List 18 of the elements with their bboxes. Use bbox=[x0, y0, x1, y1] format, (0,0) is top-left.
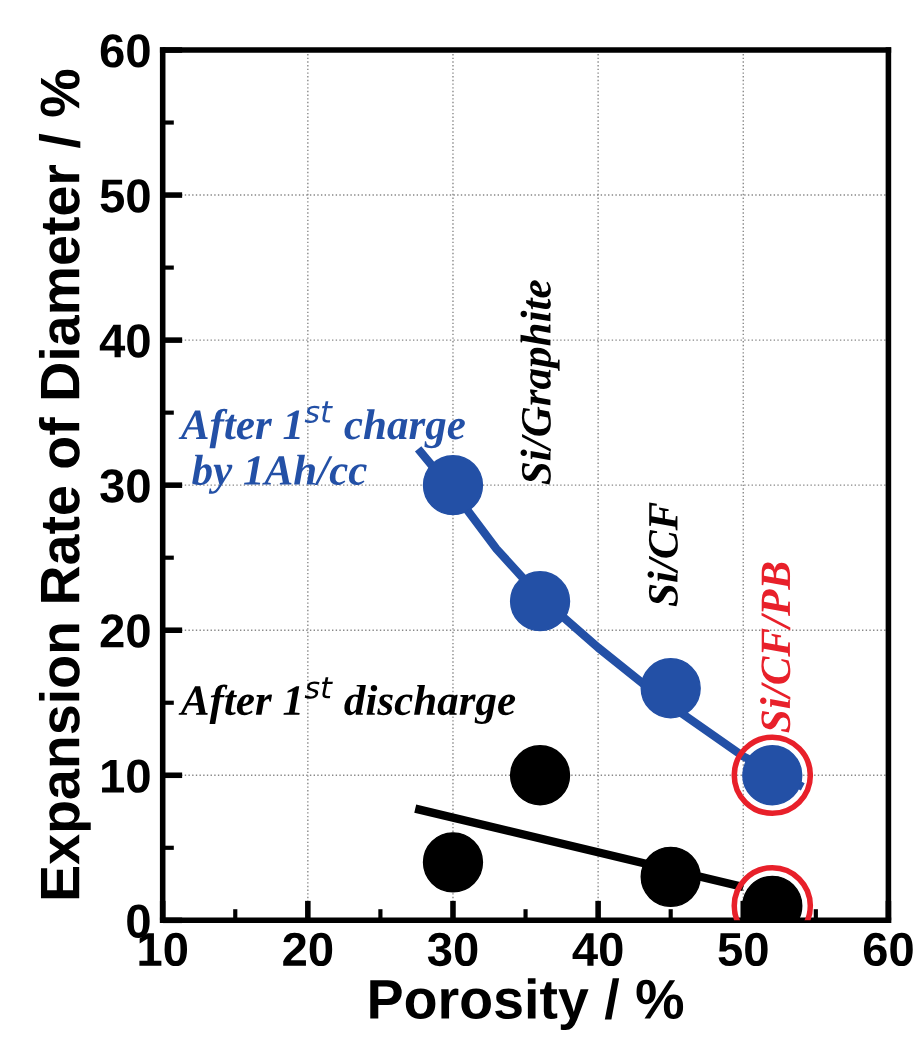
y-tick-label: 10 bbox=[102, 759, 150, 793]
y-tick-label: 20 bbox=[100, 614, 150, 648]
x-tick-label: 60 bbox=[863, 932, 913, 967]
annotation: Si/CF bbox=[647, 502, 678, 607]
x-tick-label: 50 bbox=[718, 932, 768, 967]
x-tick-label: 40 bbox=[572, 932, 623, 967]
y-tick-label: 50 bbox=[100, 179, 150, 213]
x-tick-label: 20 bbox=[283, 932, 333, 967]
y-axis-title: Expansion Rate of Diameter / % bbox=[38, 69, 91, 899]
text: Si/CF/PB bbox=[760, 562, 791, 733]
y-tick-label: 40 bbox=[99, 324, 150, 358]
y-tick-label: 60 bbox=[100, 34, 150, 68]
x-tick-label: 30 bbox=[427, 932, 478, 967]
annotation: Si/Graphite bbox=[520, 280, 560, 485]
y-tick-label: 30 bbox=[100, 469, 150, 503]
x-axis-title: Porosity / % bbox=[370, 978, 684, 1031]
legend-label: After 1$^{st}$ discharge bbox=[178, 677, 516, 724]
series-label: After 1$^{st}$ charge by 1Ah/cc bbox=[178, 401, 465, 494]
